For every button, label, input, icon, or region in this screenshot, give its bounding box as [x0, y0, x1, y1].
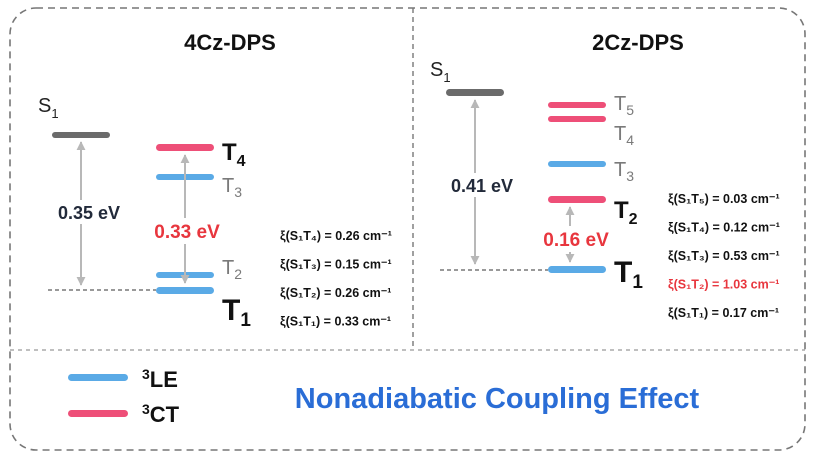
right-t4-label: T4 — [614, 123, 634, 148]
right-t2-level — [548, 196, 606, 203]
right-t5-label: T5 — [614, 93, 634, 118]
left-t2-label: T2 — [222, 257, 242, 282]
right-socme-row-5: ξ(S₁T₁) = 0.17 cm⁻¹ — [668, 306, 779, 320]
right-t3-label: T3 — [614, 159, 634, 184]
left-socme-row-3: ξ(S₁T₂) = 0.26 cm⁻¹ — [280, 286, 391, 300]
legend-ct-label: 3CT — [142, 401, 180, 427]
right-socme-row-4: ξ(S₁T₂) = 1.03 cm⁻¹ — [668, 278, 779, 292]
left-gap-s1-label: 0.35 eV — [58, 203, 120, 223]
right-t2-label: T2 — [614, 197, 638, 228]
legend-ct-swatch — [68, 410, 128, 417]
left-s1-label: S1 — [38, 95, 59, 121]
left-t3-label: T3 — [222, 175, 242, 200]
left-gap-ct-bg — [146, 218, 228, 244]
right-gap-ct-label: 0.16 eV — [543, 230, 609, 251]
right-gap-ct-bg — [536, 226, 616, 252]
left-t4-level — [156, 144, 214, 151]
right-t4-level — [548, 116, 606, 122]
left-gap-s1-bg — [46, 200, 132, 224]
left-t1-label: T1 — [222, 294, 251, 331]
right-gap-s1-label: 0.41 eV — [451, 176, 513, 196]
right-t1-level — [548, 266, 606, 273]
left-t1-level — [156, 287, 214, 294]
right-socme-row-1: ξ(S₁T₅) = 0.03 cm⁻¹ — [668, 192, 780, 206]
right-t1-label: T1 — [614, 256, 643, 293]
legend-le-swatch — [68, 374, 128, 381]
left-gap-ct-label: 0.33 eV — [154, 222, 220, 243]
right-socme-row-3: ξ(S₁T₃) = 0.53 cm⁻¹ — [668, 249, 780, 263]
right-socme-list: ξ(S₁T₅) = 0.03 cm⁻¹ ξ(S₁T₄) = 0.12 cm⁻¹ ξ(… — [668, 192, 780, 320]
left-socme-row-4: ξ(S₁T₁) = 0.33 cm⁻¹ — [280, 315, 391, 329]
right-gap-s1-bg — [440, 173, 526, 197]
right-t3-level — [548, 161, 606, 167]
right-panel-title: 2Cz-DPS — [592, 30, 684, 55]
left-s1-level — [52, 132, 110, 138]
right-t5-level — [548, 102, 606, 108]
bottom-title: Nonadiabatic Coupling Effect — [295, 383, 700, 415]
legend-le-label: 3LE — [142, 366, 178, 392]
right-s1-label: S1 — [430, 59, 451, 85]
outer-frame — [9, 7, 806, 451]
left-panel-title: 4Cz-DPS — [184, 30, 276, 55]
right-socme-row-2: ξ(S₁T₄) = 0.12 cm⁻¹ — [668, 221, 780, 235]
left-socme-row-1: ξ(S₁T₄) = 0.26 cm⁻¹ — [280, 229, 392, 243]
right-s1-level — [446, 89, 504, 96]
left-socme-row-2: ξ(S₁T₃) = 0.15 cm⁻¹ — [280, 258, 392, 272]
left-socme-list: ξ(S₁T₄) = 0.26 cm⁻¹ ξ(S₁T₃) = 0.15 cm⁻¹ ξ(… — [280, 229, 392, 329]
left-t4-label: T4 — [222, 139, 246, 170]
